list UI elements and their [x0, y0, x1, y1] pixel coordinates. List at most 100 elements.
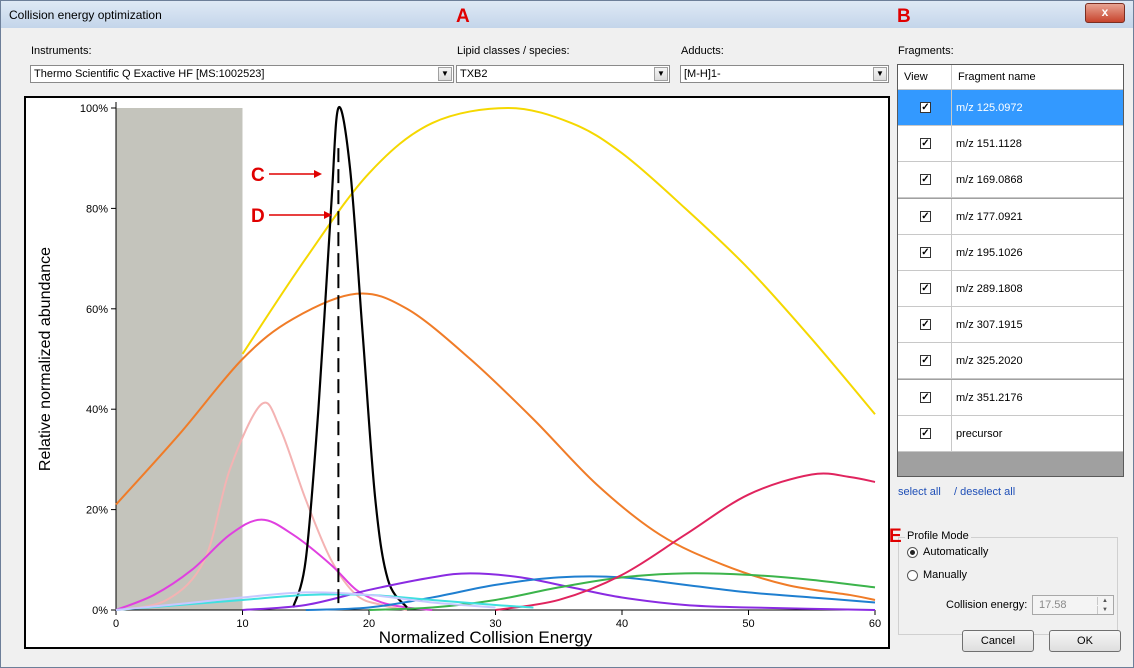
fragment-name: m/z 307.1915 — [956, 319, 1023, 332]
column-divider — [951, 198, 952, 235]
excluded-range-region — [116, 108, 243, 610]
fragment-name: precursor — [956, 427, 1003, 440]
fragment-name: m/z 289.1808 — [956, 283, 1023, 295]
arrow-head-icon — [314, 170, 322, 178]
view-checkbox[interactable]: ✓ — [920, 102, 931, 113]
x-tick-label: 50 — [742, 618, 754, 630]
instruments-value: Thermo Scientific Q Exactive HF [MS:1002… — [34, 68, 265, 80]
radio-manually[interactable] — [907, 570, 918, 581]
x-tick-label: 40 — [616, 618, 628, 630]
annotation-b: B — [897, 6, 911, 27]
column-header-fragment-name[interactable]: Fragment name — [958, 71, 1036, 83]
table-row[interactable]: ✓ m/z 195.1026 — [898, 234, 1123, 271]
view-checkbox[interactable]: ✓ — [920, 246, 931, 258]
fragment-name: m/z 195.1026 — [956, 246, 1023, 259]
table-row[interactable]: ✓ precursor — [898, 415, 1123, 452]
annotation-e: E — [889, 526, 902, 547]
fragment-name: m/z 151.1128 — [956, 138, 1022, 151]
instruments-dropdown[interactable]: Thermo Scientific Q Exactive HF [MS:1002… — [30, 65, 454, 83]
y-axis-label: Relative normalized abundance — [37, 247, 54, 471]
series-line-10 — [115, 591, 496, 611]
series-line-7 — [368, 572, 876, 611]
lipid-classes-label: Lipid classes / species: — [457, 45, 570, 57]
series-line-5 — [242, 572, 876, 611]
fragment-name: m/z 169.0868 — [956, 174, 1023, 187]
view-checkbox[interactable]: ✓ — [920, 210, 931, 222]
fragment-name: m/z 177.0921 — [956, 210, 1023, 223]
lipid-class-value: TXB2 — [460, 68, 488, 80]
column-divider — [951, 307, 952, 344]
radio-automatically[interactable] — [907, 547, 918, 558]
y-tick-label: 100% — [80, 103, 108, 115]
table-row[interactable]: ✓ m/z 307.1915 — [898, 307, 1123, 344]
instruments-label: Instruments: — [31, 45, 92, 57]
window-title: Collision energy optimization — [9, 8, 162, 22]
series-line-8 — [495, 472, 876, 611]
y-tick-label: 40% — [86, 404, 108, 416]
y-tick-label: 60% — [86, 304, 108, 316]
table-row[interactable]: ✓ m/z 169.0868 — [898, 162, 1123, 199]
y-tick-label: 20% — [86, 505, 108, 517]
chevron-down-icon[interactable]: ▼ — [654, 67, 668, 81]
column-divider — [951, 379, 952, 416]
fragments-table: View Fragment name ✓ m/z 125.0972 ✓ m/z 151… — [897, 64, 1124, 477]
table-row[interactable]: ✓ m/z 289.1808 — [898, 271, 1123, 307]
close-button[interactable]: x — [1085, 3, 1125, 23]
view-checkbox[interactable]: ✓ — [920, 391, 931, 403]
table-row[interactable]: ✓ m/z 325.2020 — [898, 343, 1123, 380]
column-divider — [951, 415, 952, 452]
deselect-all-link[interactable]: / deselect all — [954, 486, 1016, 498]
fragment-name: m/z 325.2020 — [956, 355, 1023, 368]
chevron-down-icon[interactable]: ▼ — [438, 67, 452, 81]
column-divider — [951, 162, 952, 199]
fragments-label: Fragments: — [898, 45, 954, 57]
view-checkbox[interactable]: ✓ — [920, 319, 931, 331]
view-checkbox[interactable]: ✓ — [920, 174, 931, 186]
collision-energy-stepper[interactable]: 17.58 ▲ ▼ — [1032, 595, 1114, 615]
y-tick-label: 0% — [92, 605, 108, 617]
fragment-name: m/z 351.2176 — [956, 391, 1023, 404]
x-axis-label: Normalized Collision Energy — [379, 628, 593, 647]
column-divider — [951, 126, 952, 163]
column-divider — [951, 65, 952, 89]
title-bar: Collision energy optimization x — [1, 1, 1133, 28]
arrow-head-icon — [324, 211, 332, 219]
table-row[interactable]: ✓ m/z 351.2176 — [898, 379, 1123, 416]
view-checkbox[interactable]: ✓ — [920, 283, 931, 294]
fragment-name: m/z 125.0972 — [956, 102, 1023, 114]
lipid-class-dropdown[interactable]: TXB2 ▼ — [456, 65, 670, 83]
table-row[interactable]: ✓ m/z 151.1128 — [898, 126, 1123, 163]
select-all-link[interactable]: select all — [898, 486, 941, 498]
table-row[interactable]: ✓ m/z 125.0972 — [898, 90, 1123, 126]
column-divider — [951, 234, 952, 271]
ok-button[interactable]: OK — [1049, 630, 1121, 652]
stepper-down-icon[interactable]: ▼ — [1097, 606, 1112, 614]
view-checkbox[interactable]: ✓ — [920, 427, 931, 439]
series-line-1 — [115, 292, 876, 601]
cancel-button[interactable]: Cancel — [962, 630, 1034, 652]
column-header-view[interactable]: View — [904, 71, 928, 83]
x-tick-label: 60 — [869, 618, 881, 630]
series-line-6 — [305, 575, 876, 611]
series-line-4 — [292, 105, 408, 609]
y-tick-label: 80% — [86, 203, 108, 215]
series-line-9 — [115, 593, 534, 611]
view-checkbox[interactable]: ✓ — [920, 355, 931, 367]
chevron-down-icon[interactable]: ▼ — [873, 67, 887, 81]
annotation-d: D — [251, 206, 265, 227]
collision-energy-value: 17.58 — [1039, 599, 1067, 611]
profile-mode-title: Profile Mode — [905, 530, 971, 542]
chart-panel: 0% 20% 40% 60% 80% 100% 0 10 20 30 40 50 60 Normalize… — [24, 96, 890, 649]
annotation-a: A — [456, 6, 470, 27]
stepper-up-icon[interactable]: ▲ — [1097, 597, 1112, 605]
column-divider — [951, 343, 952, 380]
series-line-0 — [241, 106, 876, 415]
adduct-dropdown[interactable]: [M-H]1- ▼ — [680, 65, 889, 83]
table-header: View Fragment name — [898, 65, 1123, 90]
x-tick-label: 10 — [236, 618, 248, 630]
view-checkbox[interactable]: ✓ — [920, 138, 931, 150]
annotation-c: C — [251, 165, 265, 186]
x-tick-label: 20 — [363, 618, 375, 630]
table-row[interactable]: ✓ m/z 177.0921 — [898, 198, 1123, 235]
